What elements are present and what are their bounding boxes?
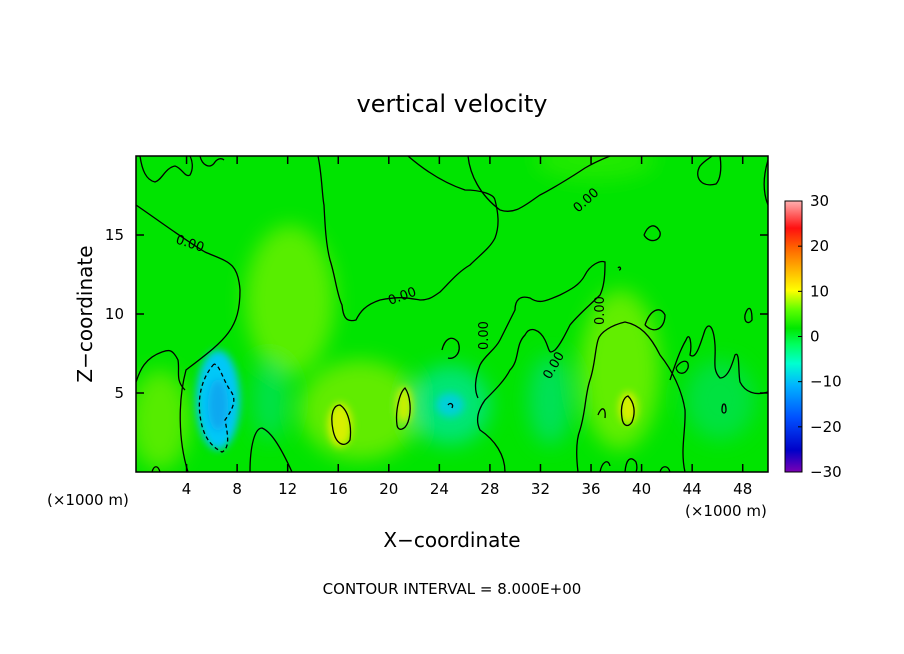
colorbar-ticks: 30 20 10 0 −10 −20 −30 bbox=[798, 192, 842, 481]
x-tick-label: 40 bbox=[632, 480, 651, 498]
x-tick-label: 36 bbox=[581, 480, 600, 498]
y-tick-label: 10 bbox=[105, 305, 124, 323]
x-tick-label: 44 bbox=[683, 480, 702, 498]
x-tick-label: 20 bbox=[379, 480, 398, 498]
x-axis-ticks: 4 8 12 16 20 24 28 32 36 40 44 48 bbox=[182, 156, 752, 498]
x-tick-label: 16 bbox=[329, 480, 348, 498]
colorbar-tick-label: 0 bbox=[810, 328, 820, 346]
x-tick-label: 12 bbox=[278, 480, 297, 498]
x-tick-label: 8 bbox=[232, 480, 242, 498]
x-tick-label: 28 bbox=[480, 480, 499, 498]
x-axis-unit-right: (×1000 m) bbox=[685, 502, 767, 520]
x-tick-label: 4 bbox=[182, 480, 192, 498]
contour-label: 0.00 bbox=[477, 321, 492, 350]
contour-interval-footer: CONTOUR INTERVAL = 8.000E+00 bbox=[323, 580, 582, 598]
colorbar-tick-label: −10 bbox=[810, 373, 842, 391]
contour-lines bbox=[136, 156, 768, 472]
colorbar-tick-label: 30 bbox=[810, 192, 829, 210]
colorbar: 30 20 10 0 −10 −20 −30 bbox=[784, 192, 842, 481]
contour-label: 0.00 bbox=[593, 296, 608, 325]
colorbar-tick-label: 20 bbox=[810, 237, 829, 255]
x-axis-label: X−coordinate bbox=[383, 528, 520, 552]
x-tick-label: 24 bbox=[430, 480, 449, 498]
y-axis-ticks: 5 10 15 bbox=[105, 226, 768, 402]
y-axis-label: Z−coordinate bbox=[73, 245, 97, 382]
chart-title: vertical velocity bbox=[357, 90, 548, 118]
x-axis-unit-left: (×1000 m) bbox=[47, 491, 129, 509]
x-tick-label: 32 bbox=[531, 480, 550, 498]
colorbar-tick-label: 10 bbox=[810, 282, 829, 300]
heatmap-field: 0.00 0.00 0.00 0.00 0.00 0.00 bbox=[136, 156, 768, 472]
y-tick-label: 5 bbox=[114, 384, 124, 402]
x-tick-label: 48 bbox=[733, 480, 752, 498]
y-tick-label: 15 bbox=[105, 226, 124, 244]
colorbar-tick-label: −30 bbox=[810, 463, 842, 481]
colorbar-tick-label: −20 bbox=[810, 418, 842, 436]
